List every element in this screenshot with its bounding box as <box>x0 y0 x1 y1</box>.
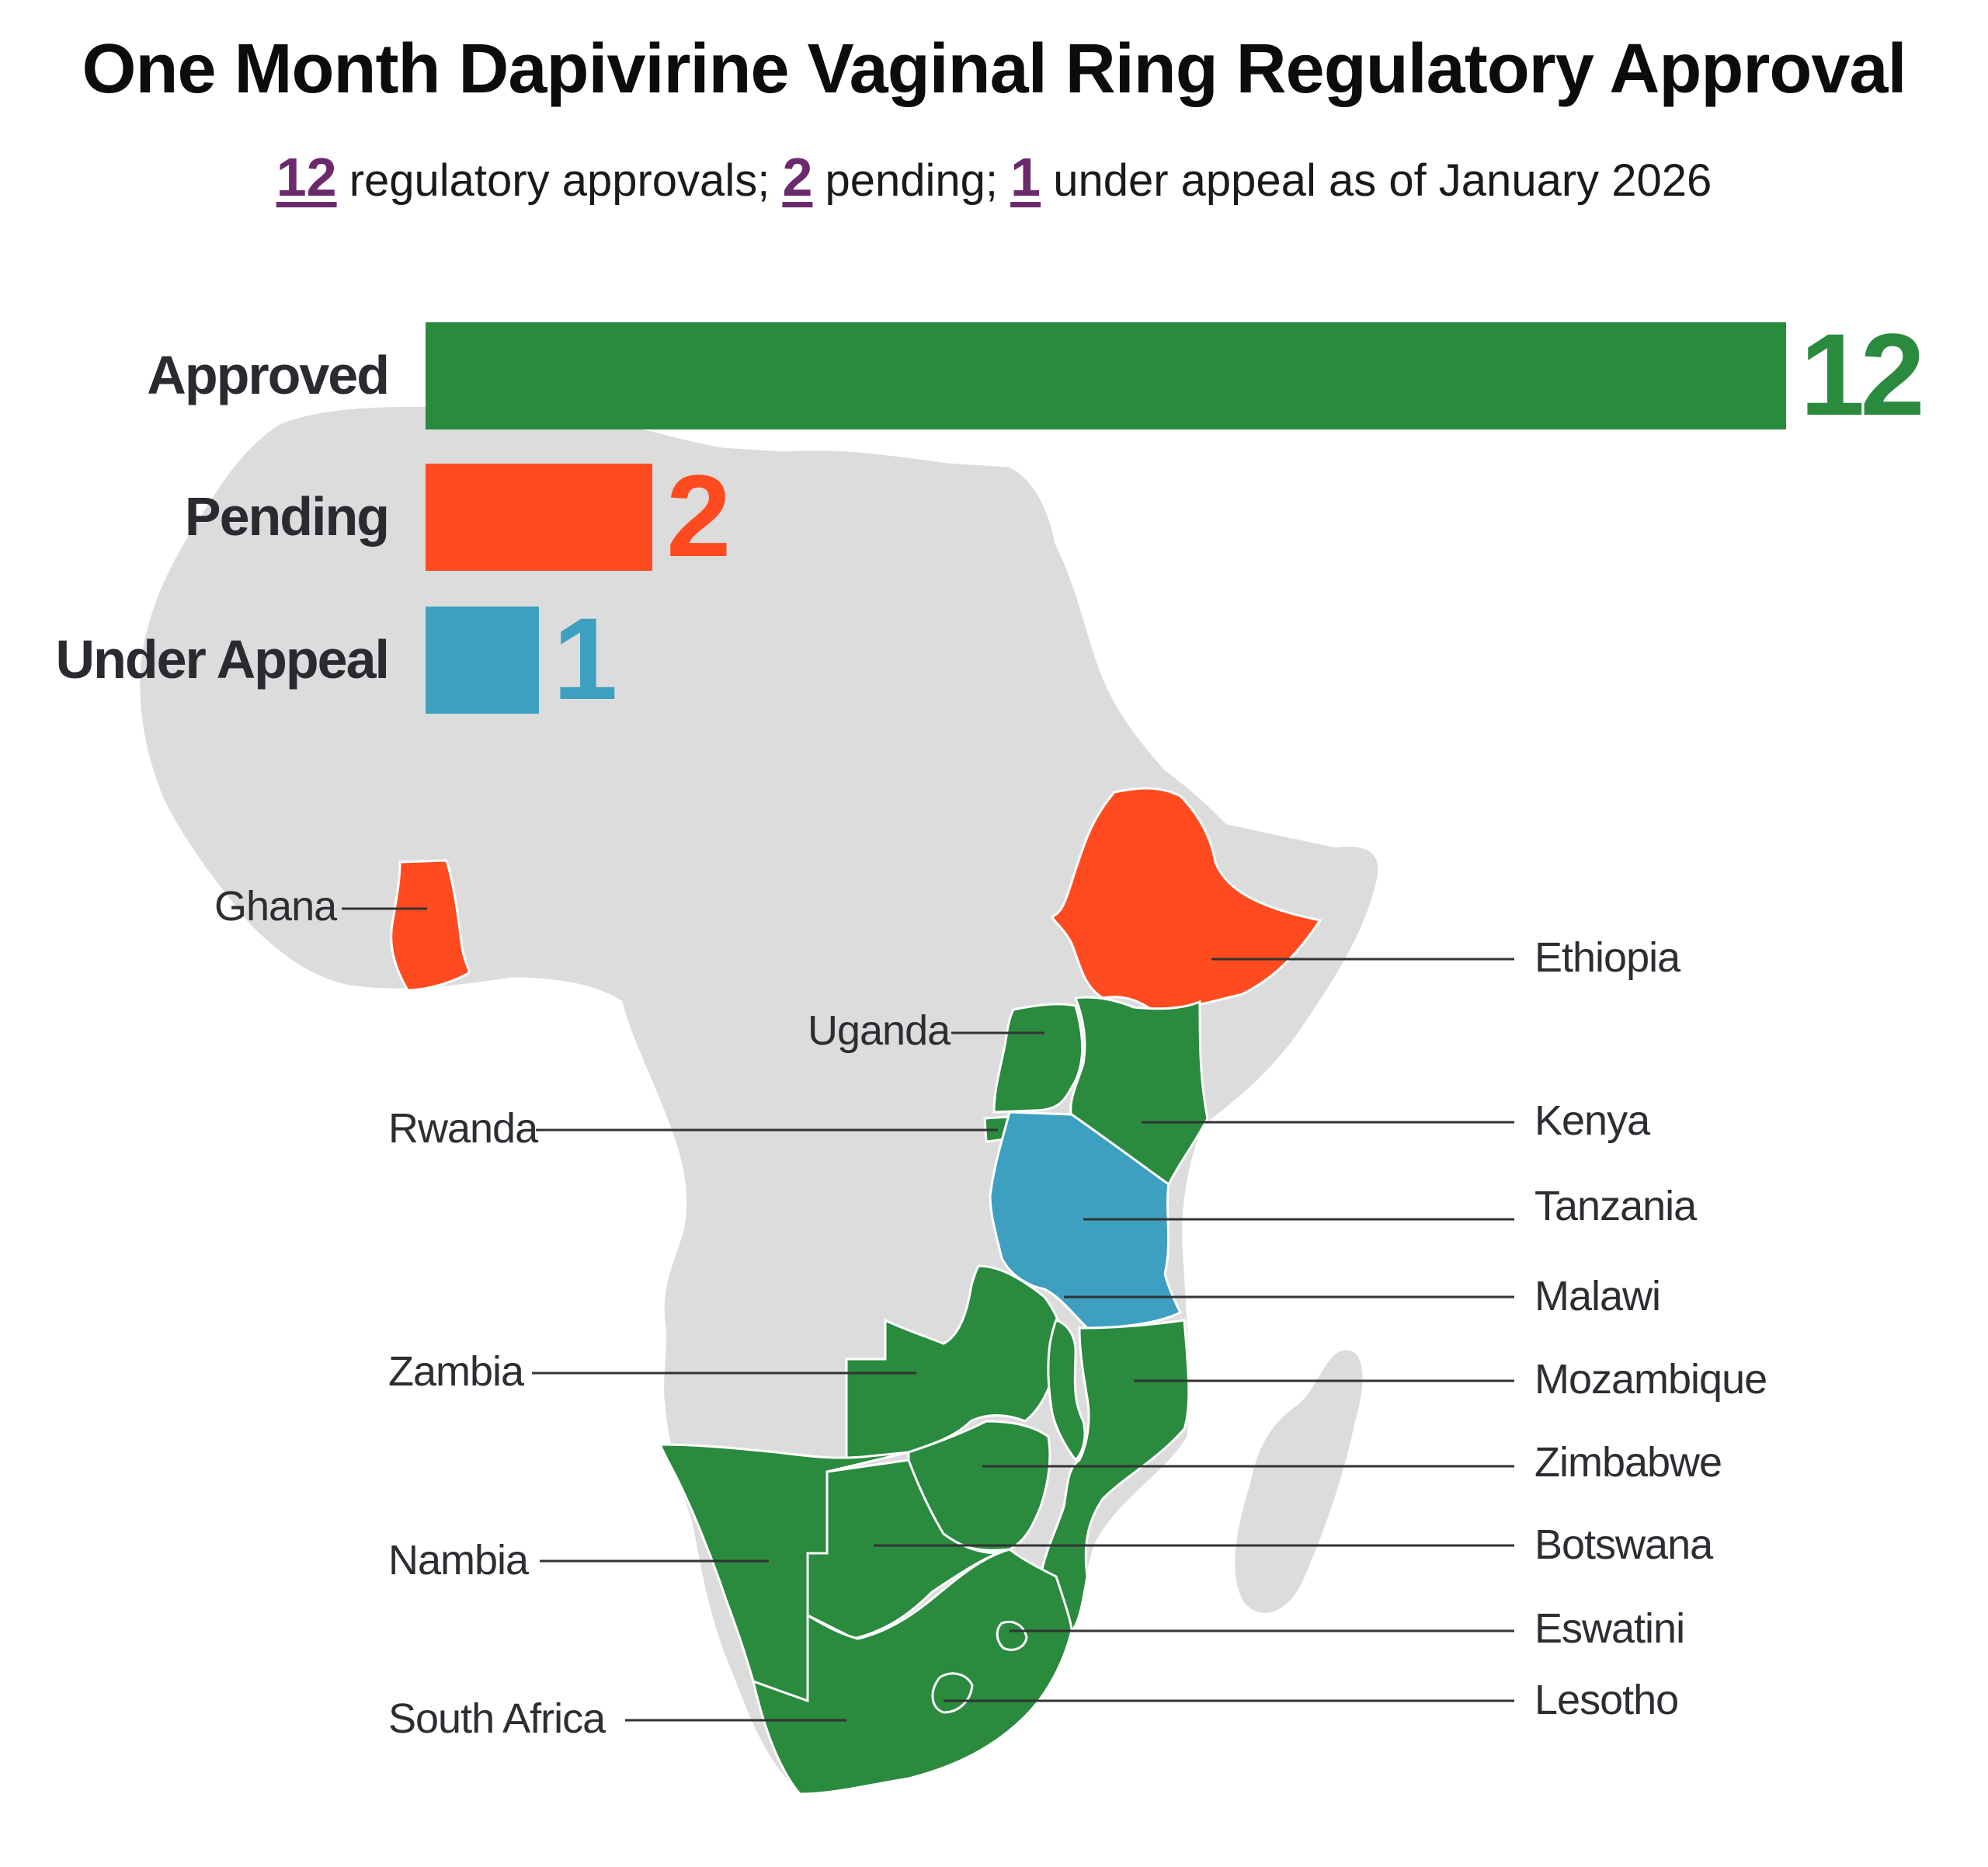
label-botswana: Botswana <box>1534 1521 1713 1568</box>
label-rwanda: Rwanda <box>388 1105 538 1152</box>
madagascar <box>1235 1350 1363 1613</box>
leader-lines <box>342 907 1514 1722</box>
chart-subtitle: 12 regulatory approvals; 2 pending; 1 un… <box>0 146 1988 208</box>
approved-text: regulatory approvals; <box>336 155 783 206</box>
appeal-text: under appeal as of January 2026 <box>1041 155 1712 206</box>
label-south-africa: South Africa <box>388 1695 606 1742</box>
pending-text: pending; <box>812 155 1011 206</box>
country-uganda <box>992 1003 1084 1114</box>
label-ethiopia: Ethiopia <box>1534 934 1680 981</box>
bar-label-pending: Pending <box>184 486 390 547</box>
appeal-count: 1 <box>1010 147 1041 207</box>
bar-value-under-appeal: 1 <box>553 593 617 724</box>
bar-value-approved: 12 <box>1800 309 1925 440</box>
bar-label-approved: Approved <box>147 345 390 405</box>
bar-approved <box>426 322 1786 429</box>
label-mozambique: Mozambique <box>1534 1356 1767 1403</box>
label-ghana: Ghana <box>214 883 337 930</box>
country-ghana <box>390 859 471 992</box>
chart-title: One Month Dapivirine Vaginal Ring Regula… <box>82 30 1907 108</box>
bar-pending <box>426 464 652 571</box>
label-tanzania: Tanzania <box>1534 1183 1697 1229</box>
approved-count: 12 <box>276 147 337 207</box>
label-nambia: Nambia <box>388 1537 529 1584</box>
bar-label-under-appeal: Under Appeal <box>55 629 390 690</box>
country-lesotho <box>931 1672 974 1714</box>
label-uganda: Uganda <box>808 1007 951 1054</box>
label-lesotho: Lesotho <box>1534 1677 1679 1723</box>
bar-value-pending: 2 <box>666 450 731 581</box>
label-zambia: Zambia <box>388 1348 524 1395</box>
country-eswatini <box>996 1620 1028 1651</box>
country-malawi <box>1047 1319 1086 1462</box>
label-eswatini: Eswatini <box>1534 1605 1685 1652</box>
pending-count: 2 <box>782 147 813 207</box>
label-zimbabwe: Zimbabwe <box>1534 1439 1722 1486</box>
label-kenya: Kenya <box>1534 1097 1650 1144</box>
label-malawi: Malawi <box>1534 1273 1661 1319</box>
bar-under-appeal <box>426 607 539 714</box>
